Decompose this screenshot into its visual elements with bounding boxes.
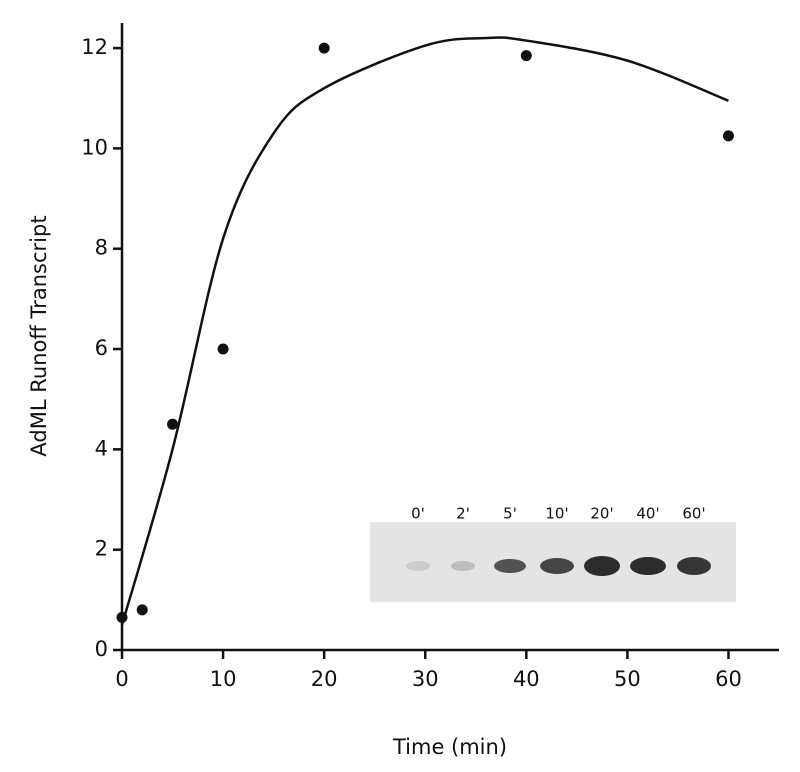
lane-label: 2' (456, 505, 470, 523)
gel-band (584, 556, 620, 576)
x-tick-label: 50 (614, 667, 641, 691)
y-tick-label: 0 (95, 637, 108, 661)
y-tick-label: 12 (81, 35, 108, 59)
lane-label: 0' (411, 505, 425, 523)
data-point (136, 604, 148, 616)
y-tick-label: 6 (95, 336, 108, 360)
gel-band (494, 559, 526, 573)
y-tick-label: 2 (95, 537, 108, 561)
x-axis-label: Time (min) (392, 735, 507, 759)
x-tick-label: 0 (115, 667, 128, 691)
lane-label: 60' (682, 505, 705, 523)
gel-band (540, 558, 574, 574)
gel-band (451, 561, 475, 571)
data-point (722, 130, 734, 142)
lane-label: 20' (590, 505, 613, 523)
x-tick-label: 60 (715, 667, 742, 691)
x-tick-label: 20 (311, 667, 338, 691)
y-tick-label: 8 (95, 236, 108, 260)
gel-band (406, 561, 430, 571)
lane-label: 10' (545, 505, 568, 523)
fit-curve (120, 36, 729, 626)
lane-label: 40' (636, 505, 659, 523)
gel-bands (406, 556, 711, 576)
x-tick-label: 40 (513, 667, 540, 691)
x-tick-label: 30 (412, 667, 439, 691)
data-point (318, 42, 330, 54)
y-axis-label: AdML Runoff Transcript (27, 215, 51, 456)
data-point (217, 343, 229, 355)
data-point (520, 50, 532, 62)
data-point (167, 418, 179, 430)
gel-band (630, 557, 666, 575)
y-tick-label: 10 (81, 135, 108, 159)
y-tick-label: 4 (95, 436, 108, 460)
lane-label: 5' (503, 505, 517, 523)
x-tick-label: 10 (210, 667, 237, 691)
gel-band (677, 557, 711, 575)
